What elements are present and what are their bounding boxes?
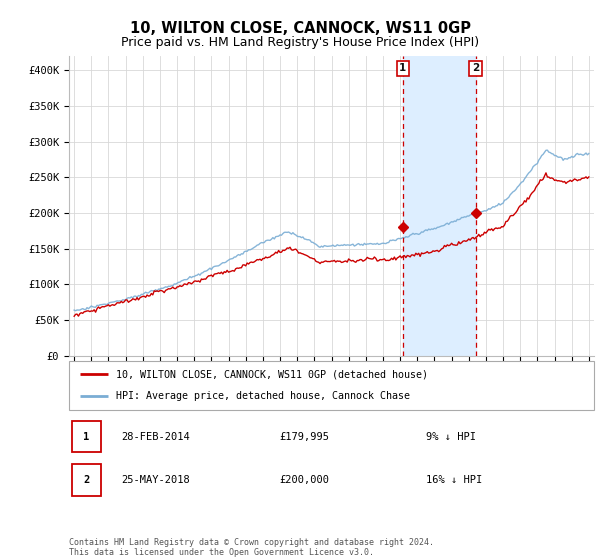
Text: 28-FEB-2014: 28-FEB-2014 — [121, 432, 190, 441]
Bar — [403, 56, 476, 356]
Text: 10, WILTON CLOSE, CANNOCK, WS11 0GP: 10, WILTON CLOSE, CANNOCK, WS11 0GP — [130, 21, 470, 36]
Bar — [71, 421, 101, 452]
Text: 25-MAY-2018: 25-MAY-2018 — [121, 475, 190, 485]
Text: 2: 2 — [472, 63, 479, 73]
Text: 1: 1 — [399, 63, 406, 73]
Text: £200,000: £200,000 — [279, 475, 329, 485]
Text: 2: 2 — [83, 475, 89, 485]
Text: £179,995: £179,995 — [279, 432, 329, 441]
Text: 10, WILTON CLOSE, CANNOCK, WS11 0GP (detached house): 10, WILTON CLOSE, CANNOCK, WS11 0GP (det… — [116, 370, 428, 380]
Bar — [71, 464, 101, 496]
Text: Price paid vs. HM Land Registry's House Price Index (HPI): Price paid vs. HM Land Registry's House … — [121, 36, 479, 49]
Text: HPI: Average price, detached house, Cannock Chase: HPI: Average price, detached house, Cann… — [116, 391, 410, 401]
Text: 1: 1 — [83, 432, 89, 441]
Text: 16% ↓ HPI: 16% ↓ HPI — [426, 475, 482, 485]
Text: Contains HM Land Registry data © Crown copyright and database right 2024.
This d: Contains HM Land Registry data © Crown c… — [69, 538, 434, 557]
Text: 9% ↓ HPI: 9% ↓ HPI — [426, 432, 476, 441]
